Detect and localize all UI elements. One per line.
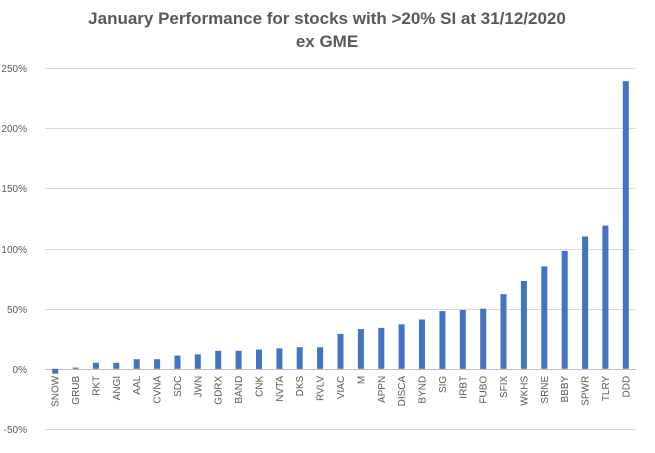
x-tick-label: SFIX [499, 375, 510, 398]
bar-angi [113, 362, 120, 369]
x-tick-label: SIG [438, 376, 449, 393]
bar-sig [439, 311, 446, 369]
x-tick-label: RKT [91, 376, 102, 396]
chart-title: January Performance for stocks with >20%… [88, 9, 566, 28]
bar-cvna [154, 359, 161, 369]
x-tick-label: BBBY [560, 375, 571, 402]
bar-wkhs [520, 281, 527, 369]
bar-sfix [500, 294, 507, 369]
bar-tlry [602, 225, 609, 369]
x-tick-label: CVNA [153, 375, 164, 403]
bar-irbt [459, 309, 466, 369]
x-tick-label: GRUB [71, 375, 82, 404]
bar-jwn [194, 354, 201, 369]
bar-fubo [480, 308, 487, 369]
bar-aal [133, 359, 140, 369]
x-tick-label: TLRY [601, 375, 612, 401]
bar-gdrx [215, 350, 222, 369]
y-tick-label: 200% [1, 124, 27, 135]
x-tick-label: ANGI [112, 376, 123, 400]
x-axis-ticks: SNOW GRUB RKT ANGI AAL CVNA SDC JWN GDRX BAND CNK N… [51, 375, 633, 407]
y-axis-ticks: -50% 0% 50% 100% 150% 200% 250% [1, 64, 27, 436]
x-tick-label: AAL [132, 375, 143, 394]
bar-bynd [419, 319, 425, 369]
chart-subtitle: ex GME [296, 32, 358, 51]
y-tick-label: 250% [1, 64, 27, 75]
x-tick-label: NVTA [275, 375, 286, 401]
x-tick-label: VIAC [336, 376, 347, 399]
x-tick-label: DISCA [397, 375, 408, 406]
x-tick-label: APPN [377, 376, 388, 403]
bar-grub [72, 367, 79, 369]
x-tick-label: SRNE [540, 375, 551, 403]
bar-ddd [622, 81, 629, 369]
x-tick-label: FUBO [479, 376, 490, 404]
bar-appn [378, 327, 385, 369]
y-tick-label: 0% [13, 365, 28, 376]
y-tick-label: 100% [1, 245, 27, 256]
bar-spwr [582, 236, 589, 369]
x-tick-label: DKS [295, 375, 306, 396]
bar-snow [52, 368, 59, 374]
bar-cnk [256, 349, 262, 369]
x-tick-label: GDRX [214, 375, 225, 404]
x-tick-label: M [356, 376, 367, 384]
bar-sdc [174, 355, 181, 369]
x-tick-label: SNOW [51, 375, 62, 407]
bar-nvta [276, 348, 283, 369]
bar-disca [398, 324, 405, 369]
bar-viac [337, 333, 344, 369]
x-tick-label: DDD [621, 376, 632, 398]
x-tick-label: BAND [234, 376, 245, 404]
gridlines [45, 68, 636, 430]
y-tick-label: 50% [7, 305, 27, 316]
bar-dks [296, 347, 303, 369]
x-tick-label: JWN [193, 376, 204, 398]
bar-band [235, 350, 242, 369]
x-tick-label: CNK [255, 375, 266, 396]
x-tick-label: RVLV [316, 375, 327, 401]
x-tick-label: SPWR [581, 376, 592, 406]
x-tick-label: WKHS [519, 375, 530, 405]
bar-m [357, 329, 364, 369]
y-tick-label: -50% [4, 425, 27, 436]
x-tick-label: SDC [173, 376, 184, 397]
bar-rkt [92, 362, 99, 369]
x-tick-label: IRBT [458, 376, 469, 399]
y-tick-label: 150% [1, 184, 27, 195]
bar-rvlv [317, 347, 324, 369]
bar-bbby [561, 250, 568, 369]
bar-srne [541, 266, 548, 369]
bars [52, 81, 629, 374]
x-tick-label: BYND [418, 376, 429, 404]
